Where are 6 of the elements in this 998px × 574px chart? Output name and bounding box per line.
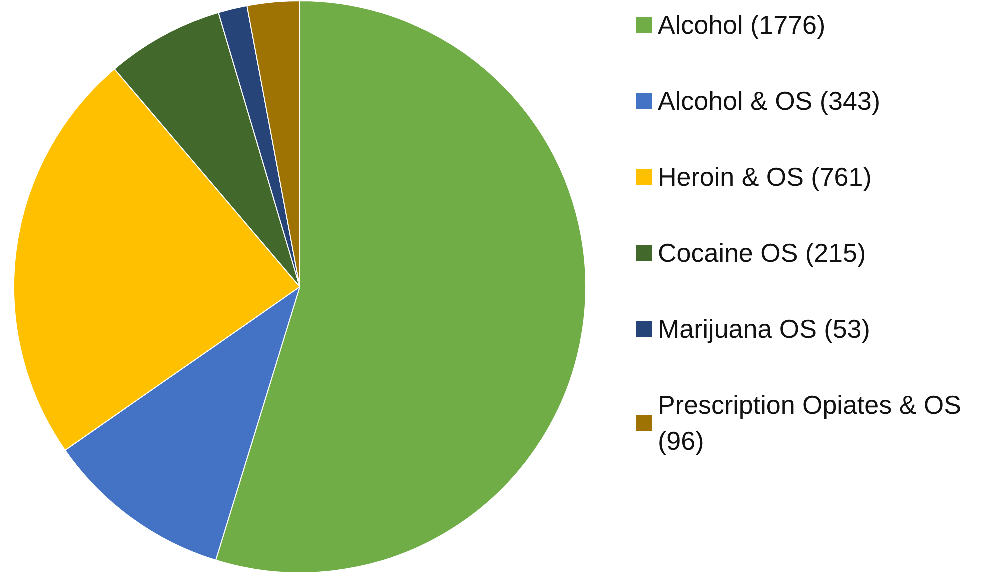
legend-label: Marijuana OS (53) [658, 314, 870, 344]
legend-label: Alcohol (1776) [658, 10, 826, 40]
legend-label: Heroin & OS (761) [658, 162, 872, 192]
legend-label: Alcohol & OS (343) [658, 86, 881, 116]
legend-label: Prescription Opiates & OS (96) [658, 390, 969, 456]
legend-label: Cocaine OS (215) [658, 238, 866, 268]
